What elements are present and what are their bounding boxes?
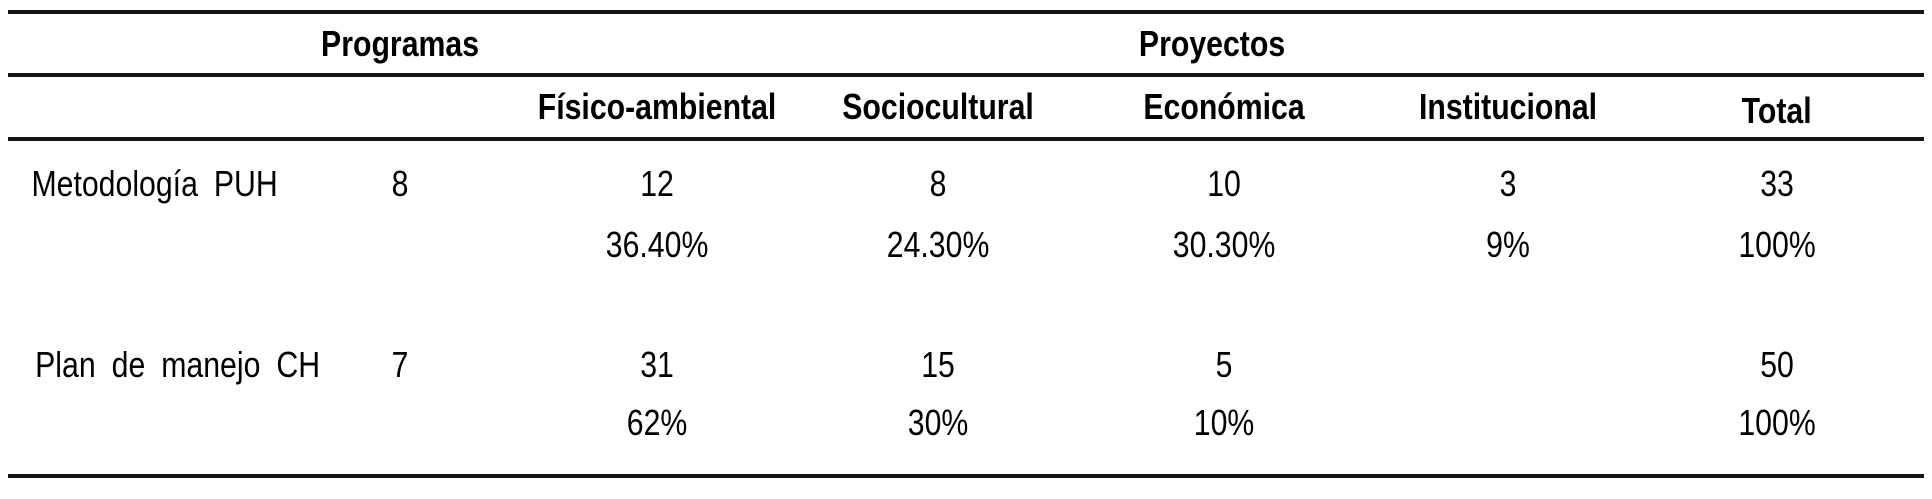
cell-percent: 10% bbox=[1193, 402, 1255, 443]
empty-cell bbox=[8, 395, 300, 451]
empty-cell bbox=[8, 227, 300, 267]
table-row-plan-de-manejo-ch-values: Plan de manejo CH 7 31 15 5 50 bbox=[8, 335, 1924, 395]
cell-value: 12 bbox=[640, 163, 674, 204]
cell-programas-count: 7 bbox=[391, 344, 409, 385]
cell-percent: 30% bbox=[907, 402, 969, 443]
group-header-programas: Programas bbox=[321, 22, 479, 64]
cell-percent: 9% bbox=[1486, 224, 1530, 265]
row-label-metodologia-puh: Metodología PUH bbox=[31, 163, 278, 204]
cell-percent: 24.30% bbox=[886, 224, 990, 265]
spacer-row bbox=[8, 451, 1924, 476]
column-header-row: Físico-ambiental Sociocultural Económica… bbox=[8, 75, 1925, 139]
cell-percent: 30.30% bbox=[1172, 224, 1276, 265]
empty-header-cell bbox=[300, 75, 500, 139]
cell-value: 5 bbox=[1215, 344, 1233, 385]
cell-value: 8 bbox=[929, 163, 947, 204]
table-row-metodologia-puh-percents: 36.40% 24.30% 30.30% 9% 100% bbox=[8, 227, 1924, 267]
col-header-fisico-ambiental: Físico-ambiental bbox=[537, 86, 777, 127]
cell-percent: 36.40% bbox=[605, 224, 709, 265]
group-header-proyectos: Proyectos bbox=[1138, 22, 1286, 64]
empty-cell bbox=[8, 451, 1924, 476]
cell-percent-total: 100% bbox=[1738, 402, 1816, 443]
cell-value bbox=[1386, 335, 1630, 395]
cell-programas-count: 8 bbox=[391, 163, 409, 204]
empty-header-cell bbox=[8, 12, 300, 75]
table-row-metodologia-puh-values: Metodología PUH 8 12 8 10 3 33 bbox=[8, 139, 1924, 227]
cell-value: 15 bbox=[921, 344, 955, 385]
col-header-total: Total bbox=[1742, 90, 1813, 131]
empty-header-cell bbox=[8, 75, 300, 139]
col-header-economica: Económica bbox=[1143, 86, 1305, 127]
cell-value: 3 bbox=[1499, 163, 1517, 204]
empty-cell bbox=[300, 227, 500, 267]
spacer-row bbox=[8, 267, 1924, 335]
cell-percent bbox=[1386, 395, 1630, 451]
row-label-plan-de-manejo-ch: Plan de manejo CH bbox=[35, 344, 321, 385]
cell-percent-total: 100% bbox=[1738, 224, 1816, 265]
empty-cell bbox=[300, 395, 500, 451]
cell-value: 10 bbox=[1207, 163, 1241, 204]
programas-proyectos-table: Programas Proyectos Físico-ambiental Soc… bbox=[8, 10, 1925, 478]
col-header-sociocultural: Sociocultural bbox=[842, 86, 1034, 127]
empty-cell bbox=[8, 267, 1924, 335]
cell-value-total: 50 bbox=[1760, 344, 1794, 385]
table-row-plan-de-manejo-ch-percents: 62% 30% 10% 100% bbox=[8, 395, 1924, 451]
group-header-row: Programas Proyectos bbox=[8, 12, 1925, 75]
cell-percent: 62% bbox=[626, 402, 688, 443]
cell-value: 31 bbox=[640, 344, 674, 385]
col-header-institucional: Institucional bbox=[1418, 86, 1598, 127]
cell-value-total: 33 bbox=[1760, 163, 1794, 204]
